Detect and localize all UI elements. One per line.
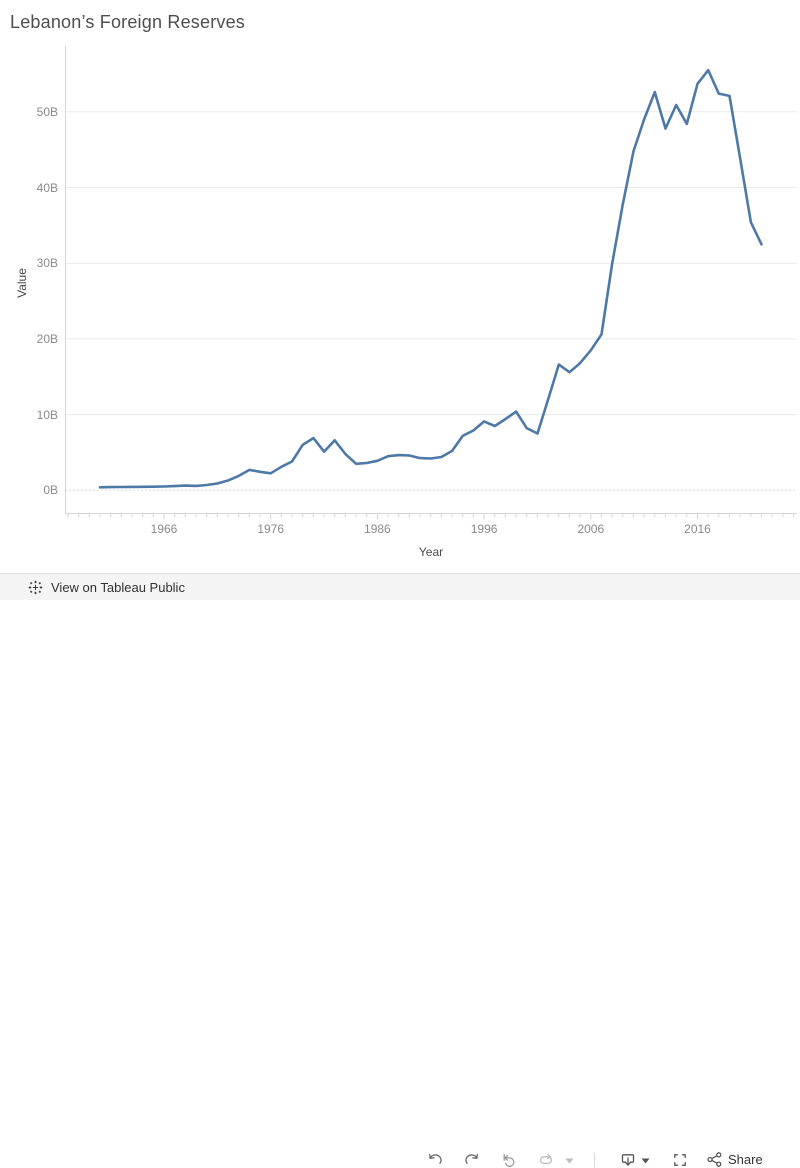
caret-down-icon[interactable] [565,1158,574,1164]
tableau-logo-icon [28,580,43,594]
x-tick-label: 2006 [577,522,605,536]
y-tick-label: 10B [36,407,58,422]
y-tick-label: 50B [36,104,58,119]
x-tick-label: 1996 [470,522,498,536]
y-tick-label: 20B [36,331,58,346]
x-tick-label: 2016 [684,522,711,536]
view-on-tableau-public-label: View on Tableau Public [51,579,185,595]
undo-icon[interactable] [427,1152,443,1168]
download-icon[interactable] [620,1152,636,1168]
share-icon [707,1152,722,1167]
y-tick-label: 40B [36,180,58,195]
x-tick-label: 1986 [364,522,391,536]
fullscreen-icon[interactable] [672,1152,688,1168]
share-button[interactable]: Share [706,1151,763,1168]
revert-icon[interactable] [501,1152,517,1168]
chart-title: Lebanon’s Foreign Reserves [10,12,246,32]
x-axis-title: Year [418,545,444,559]
caret-down-icon[interactable] [641,1158,650,1164]
y-tick-label: 30B [36,256,58,271]
y-axis-title: Value [15,268,29,298]
view-on-tableau-public-link[interactable]: View on Tableau Public [28,574,185,600]
y-tick-label: 0B [43,483,58,498]
x-tick-label: 1966 [150,522,178,536]
share-label: Share [728,1152,763,1167]
toolbar-divider [594,1153,595,1168]
redo-icon[interactable] [464,1152,480,1168]
refresh-icon[interactable] [538,1152,554,1168]
tableau-toolbar: View on Tableau Public [0,573,800,1168]
line-chart[interactable] [0,0,800,600]
x-tick-label: 1976 [257,522,285,536]
